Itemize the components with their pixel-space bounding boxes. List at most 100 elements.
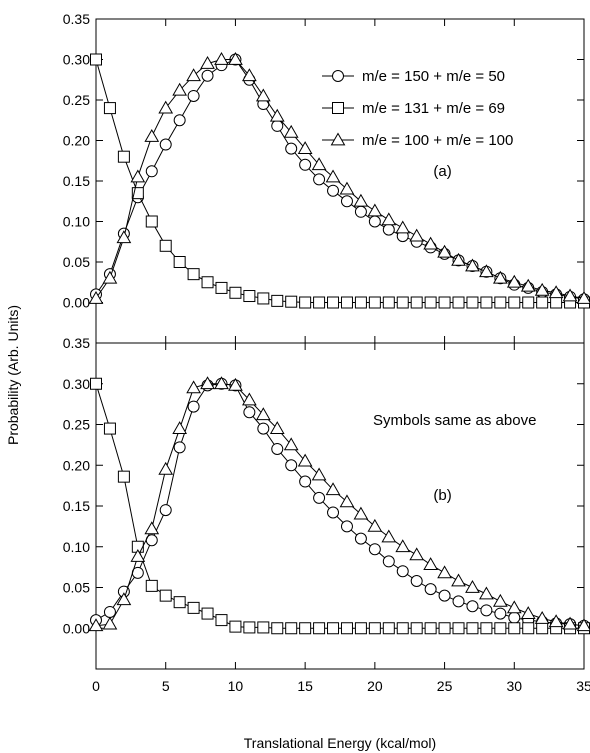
data-point-square — [117, 150, 130, 163]
data-point-circle — [480, 604, 493, 617]
data-point-circle — [438, 589, 451, 602]
data-point-square — [299, 296, 312, 309]
data-point-triangle — [311, 467, 327, 481]
data-point-square — [466, 622, 479, 635]
data-point-triangle — [534, 610, 550, 624]
data-point-square — [382, 296, 395, 309]
data-point-square — [285, 622, 298, 635]
data-point-square — [187, 601, 200, 614]
legend-entry: m/e = 150 + m/e = 50 — [362, 68, 505, 85]
data-point-square — [494, 622, 507, 635]
legend-marker-circle — [332, 70, 344, 82]
data-point-triangle — [88, 618, 104, 632]
data-point-triangle — [200, 376, 215, 390]
data-point-triangle — [437, 244, 452, 258]
data-point-square — [90, 53, 102, 66]
data-point-triangle — [423, 557, 438, 571]
plot-frame — [95, 18, 585, 344]
data-point-circle — [410, 574, 423, 587]
data-point-triangle — [506, 600, 522, 614]
data-point-triangle — [242, 68, 257, 82]
data-point-square — [396, 622, 409, 635]
data-point-triangle — [130, 169, 146, 183]
data-point-circle — [243, 406, 256, 419]
data-point-square — [201, 607, 214, 620]
data-point-triangle — [576, 618, 590, 632]
data-point-square — [243, 621, 256, 634]
data-point-circle — [173, 441, 186, 454]
data-point-triangle — [102, 616, 118, 630]
data-point-triangle — [492, 270, 508, 284]
data-point-square — [466, 296, 479, 309]
data-point-square — [368, 296, 381, 309]
data-point-square — [159, 589, 172, 602]
data-point-triangle — [144, 128, 160, 142]
data-point-triangle — [520, 606, 536, 619]
data-point-triangle — [437, 565, 452, 579]
data-point-circle — [382, 223, 395, 236]
data-point-circle — [354, 532, 367, 545]
y-tick-label: 0.35 — [63, 335, 90, 351]
data-point-triangle — [283, 124, 299, 138]
data-point-circle — [145, 165, 158, 178]
data-point-triangle — [102, 270, 118, 284]
series-square — [90, 377, 590, 635]
y-tick-label: 0.05 — [63, 254, 90, 270]
data-point-triangle — [283, 437, 299, 451]
data-point-triangle — [465, 579, 480, 593]
series-square — [90, 53, 590, 309]
data-point-circle — [354, 205, 367, 218]
data-point-square — [424, 622, 437, 635]
data-point-triangle — [548, 285, 564, 299]
data-point-square — [299, 622, 312, 635]
data-point-circle — [299, 158, 312, 171]
x-tick-label: 35 — [576, 678, 590, 694]
x-tick-label: 15 — [297, 678, 313, 694]
data-point-square — [522, 622, 535, 635]
y-tick-label: 0.25 — [63, 417, 90, 433]
data-point-triangle — [506, 274, 522, 288]
legend-entry: m/e = 100 + m/e = 100 — [362, 132, 513, 149]
data-point-square — [480, 296, 493, 309]
data-point-triangle — [172, 421, 188, 434]
data-point-square — [229, 286, 242, 299]
data-point-square — [285, 295, 298, 308]
data-point-square — [327, 296, 340, 309]
data-point-square — [382, 622, 395, 635]
data-point-circle — [173, 114, 186, 127]
data-point-circle — [452, 595, 465, 608]
series-triangle — [88, 376, 590, 632]
data-point-triangle — [325, 169, 341, 183]
data-point-square — [313, 622, 326, 635]
data-point-square — [257, 621, 270, 634]
x-tick-label: 0 — [92, 678, 100, 694]
data-point-square — [159, 239, 172, 252]
data-point-square — [452, 622, 465, 635]
series-line — [95, 59, 585, 299]
data-point-circle — [285, 142, 298, 155]
y-tick-label: 0.15 — [63, 498, 90, 514]
data-point-square — [271, 294, 284, 307]
data-point-square — [257, 292, 270, 305]
data-point-square — [424, 296, 437, 309]
data-point-square — [173, 596, 186, 609]
data-point-triangle — [269, 108, 285, 122]
data-point-triangle — [451, 252, 466, 266]
data-point-square — [173, 256, 186, 268]
data-point-square — [410, 296, 423, 309]
data-point-square — [313, 296, 326, 309]
panel-label: (b) — [433, 487, 451, 504]
data-point-circle — [396, 565, 409, 578]
data-point-circle — [257, 422, 270, 435]
data-point-circle — [313, 491, 326, 504]
data-point-triangle — [116, 230, 132, 244]
data-point-triangle — [172, 82, 188, 96]
data-point-circle — [103, 605, 116, 618]
data-point-circle — [159, 504, 172, 517]
data-point-circle — [327, 506, 340, 519]
y-tick-label: 0.35 — [63, 11, 90, 27]
data-point-circle — [271, 442, 284, 455]
data-point-triangle — [311, 157, 327, 171]
data-point-square — [340, 622, 353, 635]
data-point-circle — [494, 607, 507, 620]
